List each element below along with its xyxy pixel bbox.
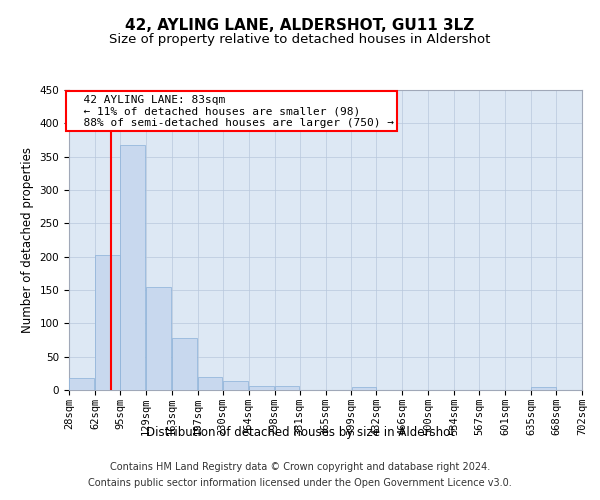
Bar [121, 144, 145, 390]
Bar [70, 378, 94, 390]
Text: 42, AYLING LANE, ALDERSHOT, GU11 3LZ: 42, AYLING LANE, ALDERSHOT, GU11 3LZ [125, 18, 475, 32]
Bar [172, 338, 197, 390]
Text: Contains public sector information licensed under the Open Government Licence v3: Contains public sector information licen… [88, 478, 512, 488]
Bar [223, 380, 248, 390]
Text: Size of property relative to detached houses in Aldershot: Size of property relative to detached ho… [109, 32, 491, 46]
Text: Distribution of detached houses by size in Aldershot: Distribution of detached houses by size … [146, 426, 455, 439]
Text: Contains HM Land Registry data © Crown copyright and database right 2024.: Contains HM Land Registry data © Crown c… [110, 462, 490, 472]
Bar [95, 256, 119, 390]
Bar [249, 386, 274, 390]
Bar [146, 286, 172, 390]
Bar [532, 386, 556, 390]
Bar [352, 386, 376, 390]
Y-axis label: Number of detached properties: Number of detached properties [21, 147, 34, 333]
Bar [275, 386, 299, 390]
Text: 42 AYLING LANE: 83sqm
  ← 11% of detached houses are smaller (98)
  88% of semi-: 42 AYLING LANE: 83sqm ← 11% of detached … [70, 94, 394, 128]
Bar [198, 376, 223, 390]
